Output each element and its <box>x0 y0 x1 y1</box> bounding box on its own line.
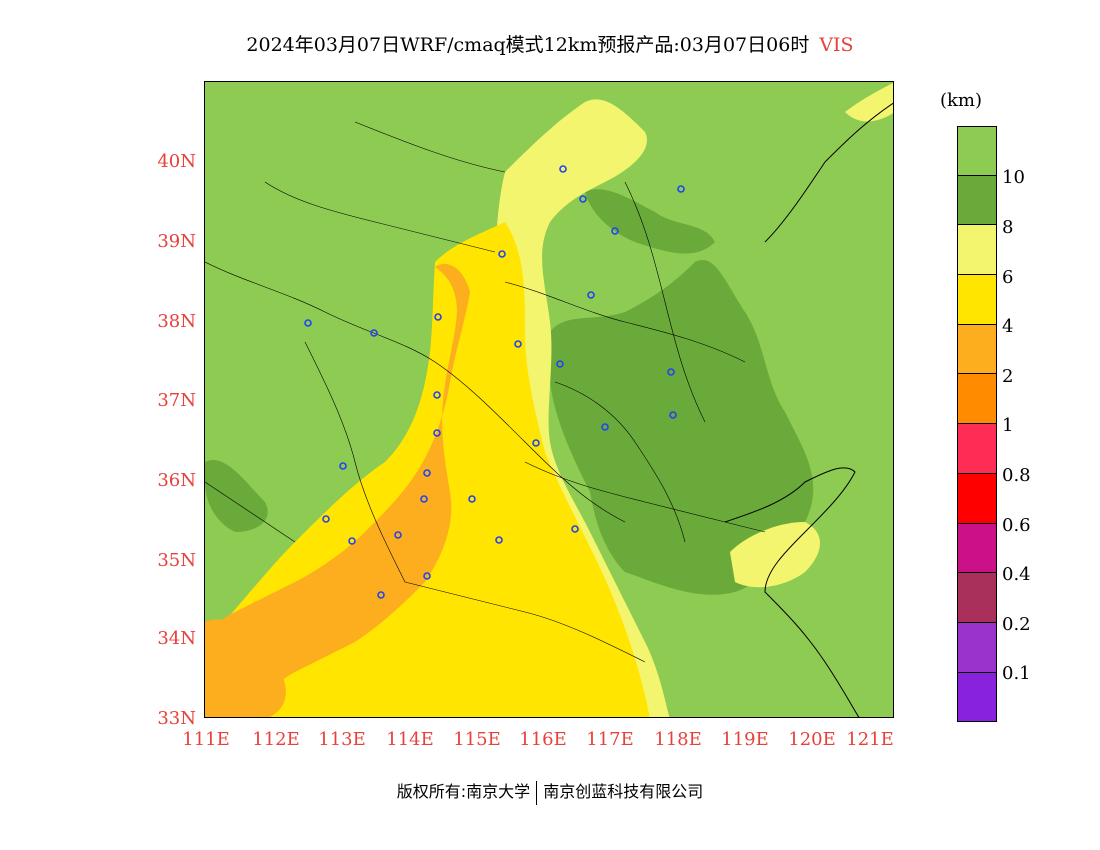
footer-separator <box>536 780 538 805</box>
colorbar-label-0.1: 0.1 <box>1002 663 1031 684</box>
visibility-map <box>205 82 893 717</box>
lat-label-35n: 35N <box>157 550 196 571</box>
vis-region-8-10-north <box>585 189 715 254</box>
copyright-footer: 版权所有:南京大学 南京创蓝科技有限公司 <box>0 778 1100 805</box>
vis-region-8-10-west <box>205 460 268 532</box>
lat-label-40n: 40N <box>157 151 196 172</box>
lon-label-112e: 112E <box>252 729 300 750</box>
lon-label-117e: 117E <box>586 729 634 750</box>
colorbar-label-4: 4 <box>1002 316 1014 337</box>
lat-label-36n: 36N <box>157 470 196 491</box>
lon-label-111e: 111E <box>182 729 230 750</box>
colorbar-label-0.6: 0.6 <box>1002 515 1031 536</box>
lon-label-116e: 116E <box>519 729 567 750</box>
lon-label-113e: 113E <box>318 729 366 750</box>
colorbar-box-0.4-0.6 <box>957 523 997 574</box>
lat-label-38n: 38N <box>157 311 196 332</box>
vis-region-2-4-southwest <box>205 619 286 717</box>
colorbar-box-6-8 <box>957 225 997 276</box>
vis-region-6-8-coast <box>730 522 820 588</box>
lon-label-118e: 118E <box>654 729 702 750</box>
lon-label-121e: 121E <box>846 729 894 750</box>
colorbar-box-4-6 <box>957 275 997 325</box>
colorbar-box-1-2 <box>957 374 997 425</box>
city-markers <box>304 165 685 599</box>
colorbar-label-1: 1 <box>1002 415 1014 436</box>
colorbar-unit: (km) <box>940 90 983 111</box>
colorbar-label-0.2: 0.2 <box>1002 614 1031 635</box>
colorbar-label-8: 8 <box>1002 217 1014 238</box>
colorbar-box-8-10 <box>957 175 997 226</box>
colorbar-box-0.1-0.2 <box>957 622 997 673</box>
colorbar-box-below-0.1 <box>957 672 997 723</box>
variable-label: VIS <box>819 34 854 56</box>
colorbar-label-10: 10 <box>1002 167 1025 188</box>
vis-region-6-8-band <box>495 99 670 717</box>
colorbar-label-0.8: 0.8 <box>1002 465 1031 486</box>
lat-label-33n: 33N <box>157 708 196 729</box>
lon-label-119e: 119E <box>721 729 769 750</box>
map-title-text: 2024年03月07日WRF/cmaq模式12km预报产品:03月07日06时 <box>246 34 810 56</box>
map-title: 2024年03月07日WRF/cmaq模式12km预报产品:03月07日06时 V… <box>0 30 1100 57</box>
lon-label-114e: 114E <box>386 729 434 750</box>
lon-label-120e: 120E <box>788 729 836 750</box>
lat-label-34n: 34N <box>157 628 196 649</box>
colorbar-label-2: 2 <box>1002 366 1014 387</box>
vis-region-8-10-east <box>550 260 814 595</box>
colorbar-box-0.2-0.4 <box>957 573 997 623</box>
map-panel <box>204 81 894 718</box>
colorbar-box-0.6-0.8 <box>957 473 997 524</box>
vis-region-2-4 <box>205 263 470 717</box>
colorbar-box-above-10 <box>957 126 997 176</box>
copyright-owner: 版权所有:南京大学 <box>396 782 531 801</box>
coastline-north <box>764 102 893 243</box>
admin-boundaries <box>205 121 766 663</box>
colorbar <box>957 126 997 723</box>
colorbar-box-0.8-1 <box>957 424 997 474</box>
copyright-company: 南京创蓝科技有限公司 <box>543 782 704 801</box>
colorbar-label-6: 6 <box>1002 267 1014 288</box>
colorbar-label-0.4: 0.4 <box>1002 564 1031 585</box>
lat-label-37n: 37N <box>157 390 196 411</box>
coastline-south <box>724 467 860 717</box>
lon-label-115e: 115E <box>453 729 501 750</box>
lat-label-39n: 39N <box>157 231 196 252</box>
colorbar-box-2-4 <box>957 324 997 375</box>
